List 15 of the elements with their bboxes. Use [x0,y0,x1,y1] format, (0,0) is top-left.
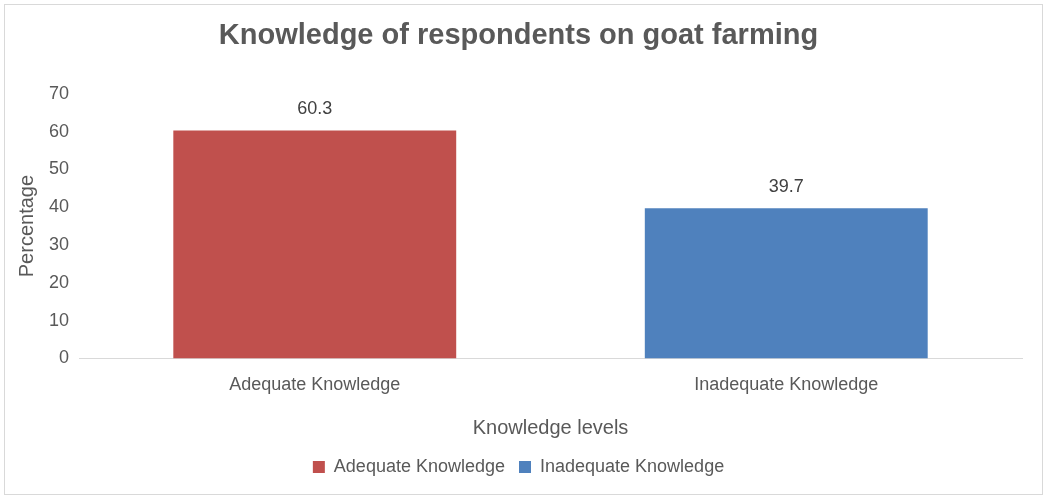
chart-title: Knowledge of respondents on goat farming [218,18,819,51]
data-label: 39.7 [768,176,804,197]
y-tick-label: 30 [48,233,70,254]
legend-label: Adequate Knowledge [333,455,505,476]
y-tick-label: 60 [48,120,70,141]
y-tick-label: 10 [48,309,70,330]
y-tick-label: 20 [48,271,70,292]
y-tick-label: 0 [59,347,70,368]
y-tick-label: 50 [48,158,70,179]
y-tick-label: 70 [48,82,70,103]
y-tick-label: 40 [48,196,70,217]
legend-label: Inadequate Knowledge [539,455,725,476]
data-label: 60.3 [297,98,333,119]
x-axis-title: Knowledge levels [472,415,629,438]
y-axis-title: Percentage [14,174,37,278]
